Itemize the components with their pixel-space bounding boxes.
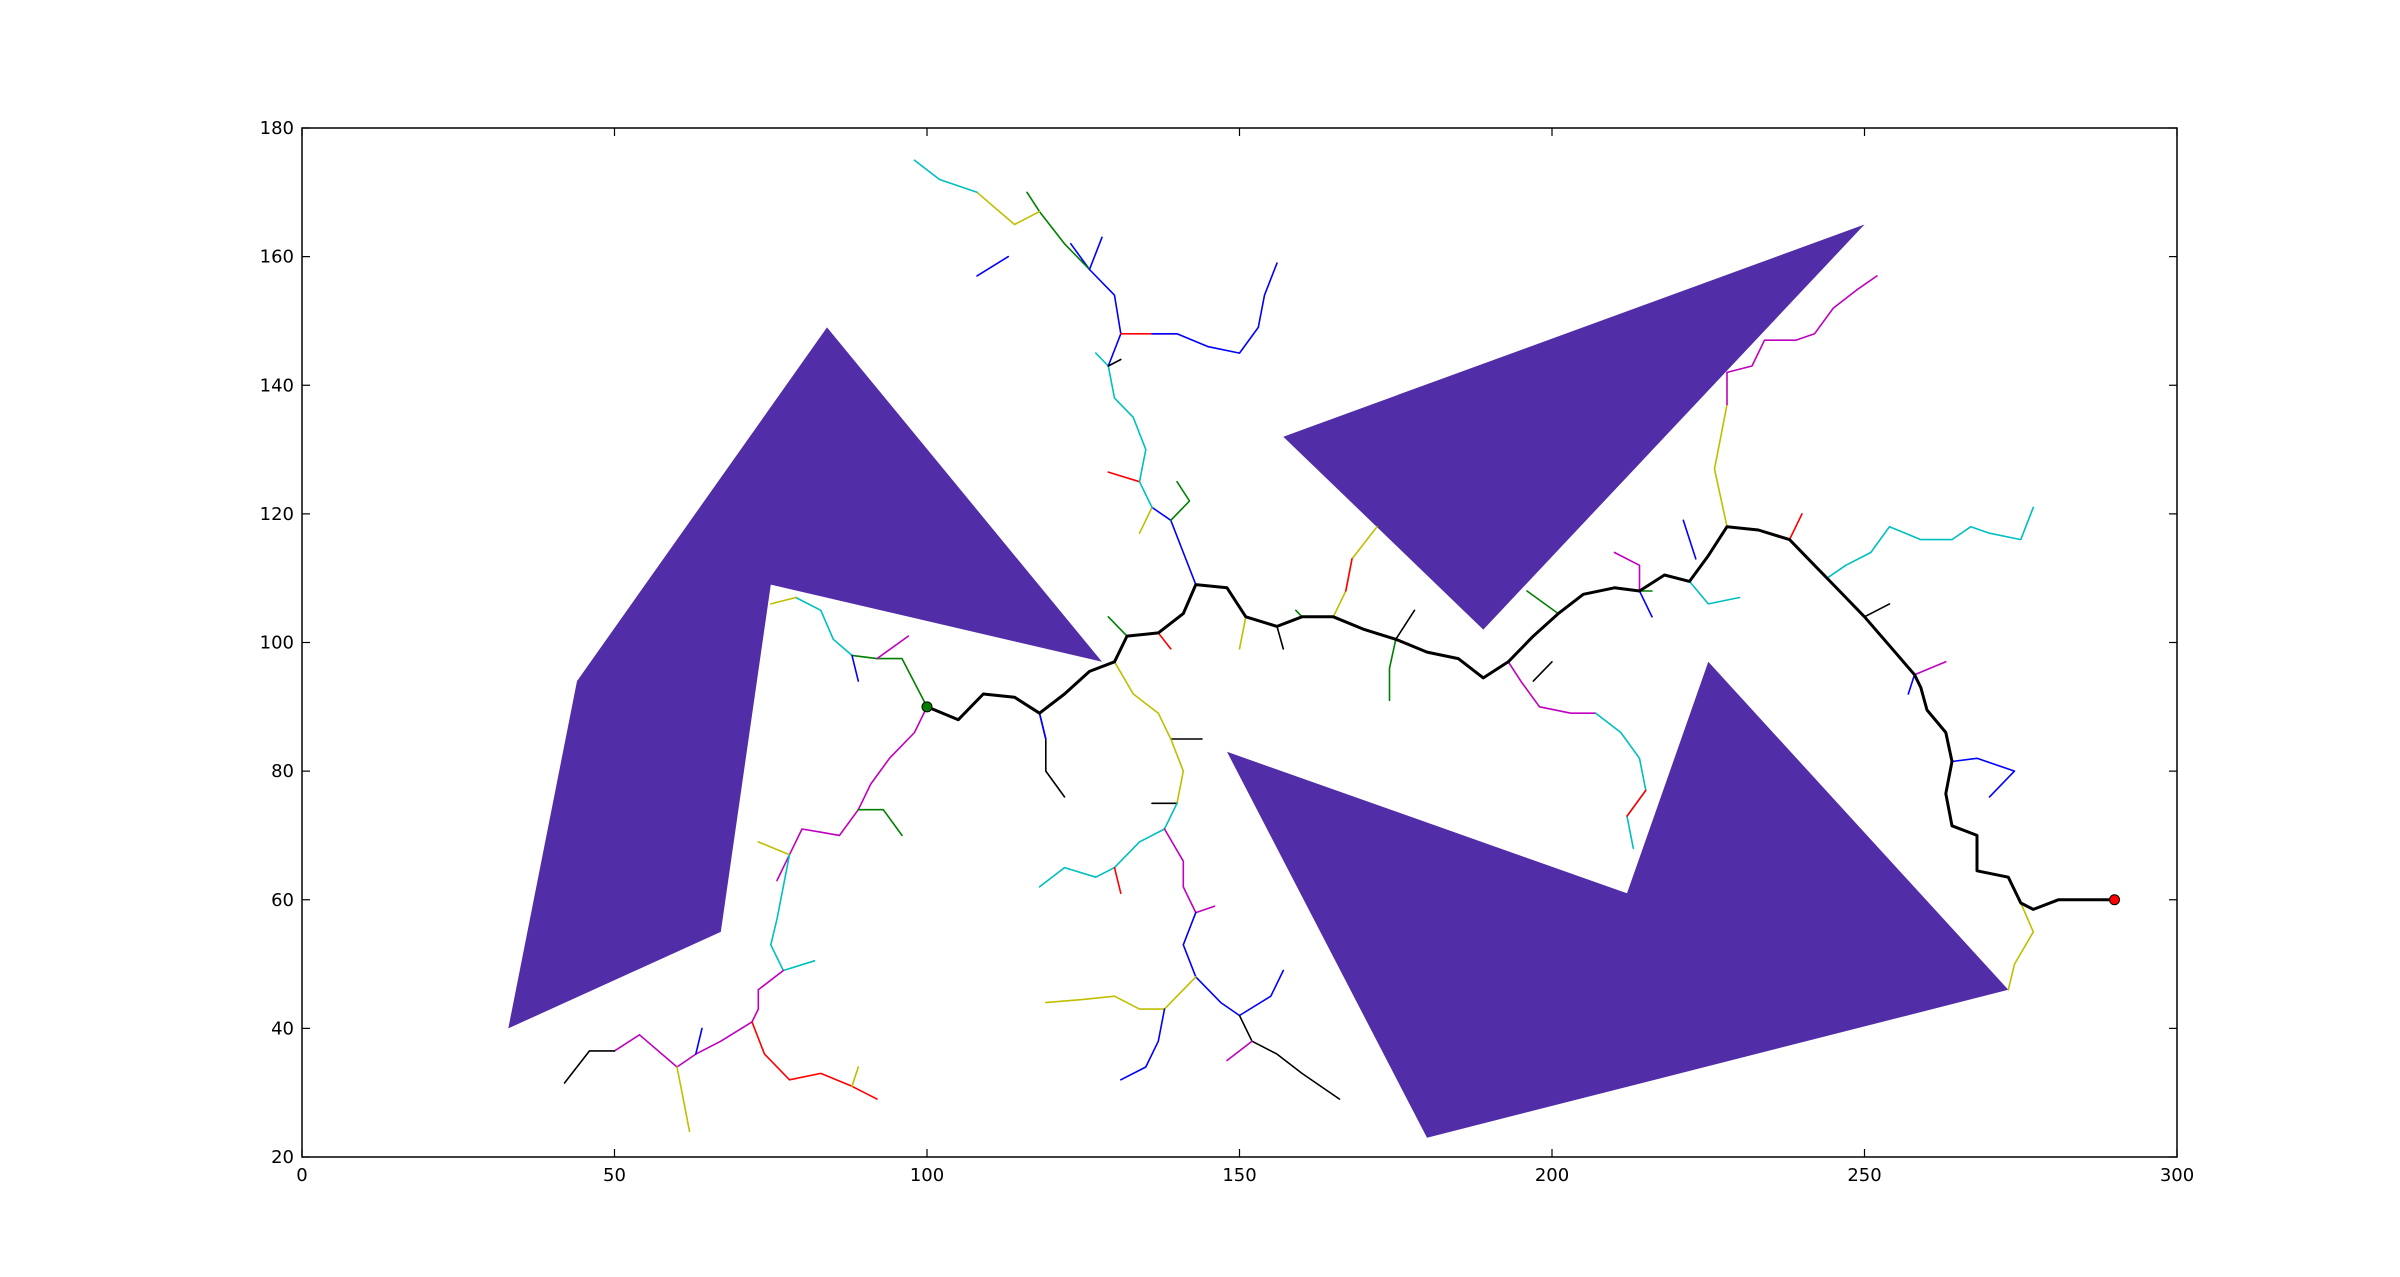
tree-branch-5 (851, 654, 860, 682)
tree-branch-12 (563, 1050, 616, 1084)
tree-branch-15 (694, 1027, 703, 1055)
tree-branch-28 (1238, 1014, 1341, 1100)
tree-branch-33 (1138, 506, 1153, 535)
tree-branch-40 (1151, 262, 1278, 354)
tree-branch-7 (857, 808, 903, 837)
y-tick-label: 60 (271, 890, 294, 911)
y-tick-label: 40 (271, 1018, 294, 1039)
tree-branch-57 (1526, 590, 1560, 615)
tree-branch-4 (769, 596, 797, 605)
tree-branch-29 (1226, 1040, 1253, 1062)
tree-branch-55 (1626, 789, 1647, 817)
tree-branch-1 (776, 705, 928, 882)
x-tick-label: 300 (2160, 1165, 2194, 1186)
axis-ticks-layer: 0 50 100 150 200 250 300 20 40 60 80 100 120 140 160 18… (260, 118, 2195, 1186)
tree-branch-30 (1107, 615, 1128, 637)
tree-branch-38 (1107, 358, 1122, 367)
obstacle-3 (1227, 661, 2009, 1138)
tree-branch-71 (2007, 902, 2035, 991)
tree-branch-25 (1182, 911, 1285, 1017)
y-tick-label: 80 (271, 761, 294, 782)
tree-branch-61 (1688, 580, 1741, 605)
tree-branch-17 (1038, 712, 1047, 740)
tree-branch-46 (1238, 615, 1247, 650)
tree-branch-70 (1951, 757, 2016, 798)
tree-branch-62 (1682, 519, 1697, 560)
tree-branch-67 (1863, 603, 1891, 618)
tree-branch-58 (1613, 551, 1641, 592)
tree-branch-59 (1638, 590, 1653, 618)
tree-branch-66 (1826, 506, 2035, 580)
tree-branch-31 (1157, 632, 1172, 650)
tree-branch-56 (1532, 660, 1553, 682)
tree-branch-43 (913, 159, 978, 194)
tree-branch-3 (794, 596, 853, 657)
y-tick-label: 100 (260, 633, 294, 654)
y-tick-label: 140 (260, 375, 294, 396)
tree-branch-42 (976, 191, 1041, 226)
tree-branch-63 (1713, 403, 1728, 528)
tree-branch-13 (851, 1066, 860, 1088)
tree-branch-26 (1045, 976, 1197, 1010)
tree-branch-23 (1113, 866, 1122, 895)
x-tick-label: 100 (910, 1165, 944, 1186)
obstacle-2 (1283, 224, 1865, 630)
tree-branch-69 (1913, 660, 1947, 676)
solution-path (925, 525, 2116, 911)
obstacle-1 (508, 327, 1102, 1029)
tree-branch-24 (1163, 828, 1216, 914)
y-tick-label: 160 (260, 247, 294, 268)
y-tick-label: 120 (260, 504, 294, 525)
tree-branch-47 (1276, 625, 1285, 650)
tree-branch-8 (757, 841, 791, 856)
tree-branch-52 (1395, 609, 1416, 641)
tree-branch-6 (876, 635, 910, 660)
y-tick-label: 180 (260, 118, 294, 139)
tree-branch-37 (1070, 243, 1122, 367)
tree-branch-27 (1120, 1008, 1166, 1081)
tree-branch-2 (851, 654, 928, 708)
obstacles-layer (508, 224, 2009, 1138)
tree-branch-54 (1595, 712, 1647, 850)
x-tick-label: 250 (1847, 1165, 1881, 1186)
tree-branch-50 (1345, 558, 1353, 592)
tree-branch-41 (1026, 191, 1091, 271)
x-tick-label: 0 (296, 1165, 307, 1186)
start-marker (921, 701, 933, 713)
tree-branch-45 (976, 255, 1010, 277)
tree-branch-20 (1170, 738, 1185, 805)
tree-branch-51 (1388, 638, 1397, 702)
tree-branch-44 (1088, 236, 1103, 271)
tree-branch-14 (676, 1066, 691, 1133)
goal-marker (2109, 894, 2120, 906)
tree-branch-53 (1507, 660, 1597, 715)
tree-branch-36 (1170, 480, 1191, 522)
tree-branch-32 (1151, 506, 1197, 586)
tree-branch-18 (1113, 660, 1172, 740)
solution-path-layer (925, 525, 2116, 911)
tree-branches-layer (563, 159, 2035, 1133)
x-tick-label: 150 (1222, 1165, 1256, 1186)
x-tick-label: 50 (603, 1165, 626, 1186)
x-tick-label: 200 (1535, 1165, 1569, 1186)
tree-branch-65 (1788, 513, 1803, 541)
markers-layer (921, 701, 2120, 906)
tree-branch-11 (751, 1021, 878, 1100)
tree-branch-64 (1726, 275, 1878, 406)
tree-branch-9 (769, 853, 816, 972)
tree-branch-10 (613, 969, 785, 1068)
tree-branch-34 (1107, 471, 1141, 483)
tree-branch-68 (1907, 673, 1916, 695)
y-tick-label: 20 (271, 1147, 294, 1168)
